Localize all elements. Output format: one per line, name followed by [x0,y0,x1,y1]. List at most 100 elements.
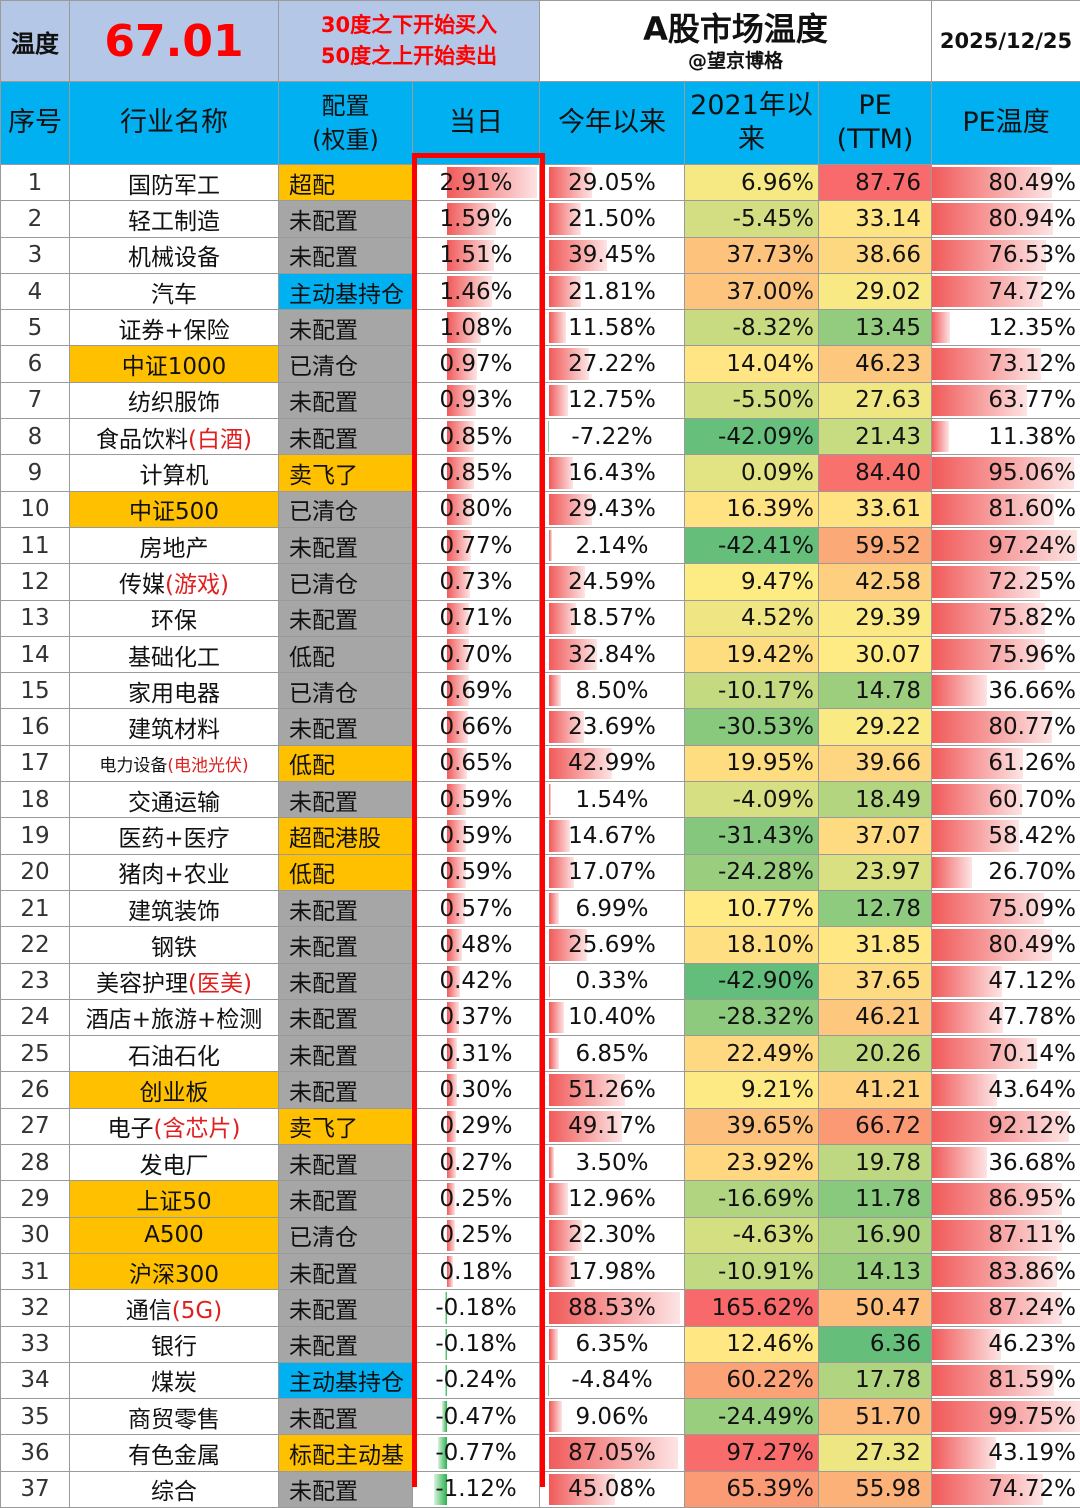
header-since-line2: 来 [685,123,818,157]
pe-temperature: 36.66% [932,673,1080,709]
data-bar [932,312,950,343]
today-change: 0.31% [413,1036,540,1072]
ytd-change: 29.05% [540,165,685,201]
since-2021-change: -10.17% [685,673,819,709]
today-change-value: -0.77% [435,1440,516,1466]
industry-name: 中证500 [70,491,279,527]
today-change: 0.85% [413,455,540,491]
pe-temperature-value: 86.95% [988,1186,1076,1212]
since-2021-change: -24.28% [685,854,819,890]
allocation-status: 未配置 [279,709,413,745]
since-2021-change: -42.41% [685,527,819,563]
ytd-change-value: 6.85% [575,1041,648,1067]
industry-name: 有色金属 [70,1435,279,1471]
industry-name-text: 综合 [151,1479,197,1505]
pe-temperature-value: 11.38% [988,424,1076,450]
industry-name: 房地产 [70,527,279,563]
today-change-value: 0.77% [439,533,512,559]
allocation-status: 未配置 [279,1036,413,1072]
today-change: 0.25% [413,1181,540,1217]
industry-name: 建筑材料 [70,709,279,745]
allocation-status: 低配 [279,854,413,890]
row-index: 22 [1,927,70,963]
pe-ttm: 11.78 [819,1181,932,1217]
since-2021-change: 9.21% [685,1072,819,1108]
row-index: 21 [1,890,70,926]
pe-ttm: 29.39 [819,600,932,636]
pe-temperature: 92.12% [932,1108,1080,1144]
ytd-change: 14.67% [540,818,685,854]
data-bar [549,1038,559,1069]
today-change-value: 1.46% [439,279,512,305]
ytd-change-value: 17.98% [568,1259,656,1285]
pe-ttm: 42.58 [819,564,932,600]
pe-temperature-value: 26.70% [988,859,1076,885]
ytd-change-value: 88.53% [568,1295,656,1321]
ytd-change: 51.26% [540,1072,685,1108]
data-bar [932,1437,996,1468]
pe-ttm: 23.97 [819,854,932,890]
data-bar [549,1183,568,1214]
pe-temperature-value: 58.42% [988,823,1076,849]
ytd-change: 29.43% [540,491,685,527]
pe-temperature-value: 75.82% [988,605,1076,631]
allocation-status: 未配置 [279,1181,413,1217]
today-change: 0.30% [413,1072,540,1108]
allocation-status: 未配置 [279,310,413,346]
pe-temperature: 73.12% [932,346,1080,382]
allocation-status: 未配置 [279,782,413,818]
ytd-change-value: -4.84% [571,1367,652,1393]
pe-temperature: 86.95% [932,1181,1080,1217]
industry-name-text: 房地产 [140,536,209,562]
pe-temperature: 60.70% [932,782,1080,818]
allocation-status: 已清仓 [279,491,413,527]
row-index: 20 [1,854,70,890]
pe-ttm: 6.36 [819,1326,932,1362]
today-change: 0.18% [413,1253,540,1289]
pe-temperature-value: 47.12% [988,968,1076,994]
header-today: 当日 [413,82,540,165]
industry-name-text: 电力设备 [99,756,167,776]
row-index: 27 [1,1108,70,1144]
pe-temperature-value: 83.86% [988,1259,1076,1285]
pe-ttm: 14.78 [819,673,932,709]
author-text: @望京博格 [540,49,931,73]
today-change: -0.47% [413,1399,540,1435]
data-bar [549,530,552,561]
industry-name-text: 基础化工 [128,645,220,671]
pe-ttm: 29.02 [819,273,932,309]
ytd-change: 17.07% [540,854,685,890]
industry-name: 基础化工 [70,636,279,672]
allocation-status: 未配置 [279,1326,413,1362]
industry-name-text: 上证50 [136,1189,211,1215]
allocation-status: 未配置 [279,382,413,418]
today-change-value: 0.29% [439,1113,512,1139]
pe-temperature: 43.19% [932,1435,1080,1471]
since-2021-change: -4.09% [685,782,819,818]
industry-name-text: 食品饮料 [96,427,188,453]
pe-temperature: 80.49% [932,165,1080,201]
ytd-change: 0.33% [540,963,685,999]
since-2021-change: 10.77% [685,890,819,926]
allocation-status: 未配置 [279,927,413,963]
pe-temperature-value: 47.78% [988,1004,1076,1030]
today-change: -0.24% [413,1362,540,1398]
industry-name-text: 环保 [151,608,197,634]
today-change: -0.77% [413,1435,540,1471]
since-2021-change: -16.69% [685,1181,819,1217]
pe-temperature-value: 72.25% [988,569,1076,595]
ytd-change: 23.69% [540,709,685,745]
header-since-2021: 2021年以 来 [685,82,819,165]
today-change: 0.71% [413,600,540,636]
ytd-change-value: 21.81% [568,279,656,305]
header-since-line1: 2021年以 [685,89,818,123]
since-2021-change: 60.22% [685,1362,819,1398]
industry-name: A500 [70,1217,279,1253]
